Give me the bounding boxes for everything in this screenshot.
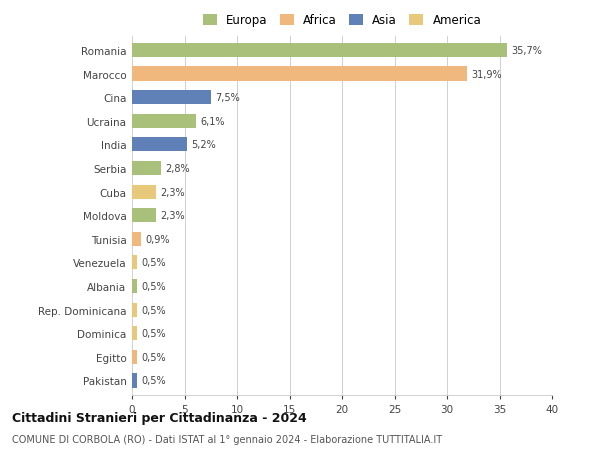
Bar xyxy=(132,67,467,81)
Text: 7,5%: 7,5% xyxy=(215,93,240,103)
Text: 0,5%: 0,5% xyxy=(142,352,166,362)
Text: 5,2%: 5,2% xyxy=(191,140,215,150)
Bar xyxy=(132,374,137,388)
Text: 2,3%: 2,3% xyxy=(160,187,185,197)
Bar xyxy=(132,256,137,270)
Text: 2,8%: 2,8% xyxy=(166,163,190,174)
Bar xyxy=(132,44,507,58)
Text: 0,5%: 0,5% xyxy=(142,329,166,338)
Bar xyxy=(132,209,156,223)
Text: 31,9%: 31,9% xyxy=(471,69,502,79)
Bar xyxy=(132,350,137,364)
Text: 2,3%: 2,3% xyxy=(160,211,185,221)
Text: 0,9%: 0,9% xyxy=(146,234,170,244)
Text: 0,5%: 0,5% xyxy=(142,305,166,315)
Bar xyxy=(132,185,156,199)
Bar xyxy=(132,232,142,246)
Text: 0,5%: 0,5% xyxy=(142,258,166,268)
Bar xyxy=(132,162,161,176)
Legend: Europa, Africa, Asia, America: Europa, Africa, Asia, America xyxy=(203,14,481,27)
Text: Cittadini Stranieri per Cittadinanza - 2024: Cittadini Stranieri per Cittadinanza - 2… xyxy=(12,411,307,424)
Bar xyxy=(132,326,137,341)
Text: 6,1%: 6,1% xyxy=(200,117,225,127)
Bar xyxy=(132,280,137,293)
Bar xyxy=(132,114,196,129)
Bar xyxy=(132,303,137,317)
Text: 35,7%: 35,7% xyxy=(511,46,542,56)
Text: COMUNE DI CORBOLA (RO) - Dati ISTAT al 1° gennaio 2024 - Elaborazione TUTTITALIA: COMUNE DI CORBOLA (RO) - Dati ISTAT al 1… xyxy=(12,434,442,444)
Bar xyxy=(132,138,187,152)
Bar xyxy=(132,91,211,105)
Text: 0,5%: 0,5% xyxy=(142,375,166,386)
Text: 0,5%: 0,5% xyxy=(142,281,166,291)
